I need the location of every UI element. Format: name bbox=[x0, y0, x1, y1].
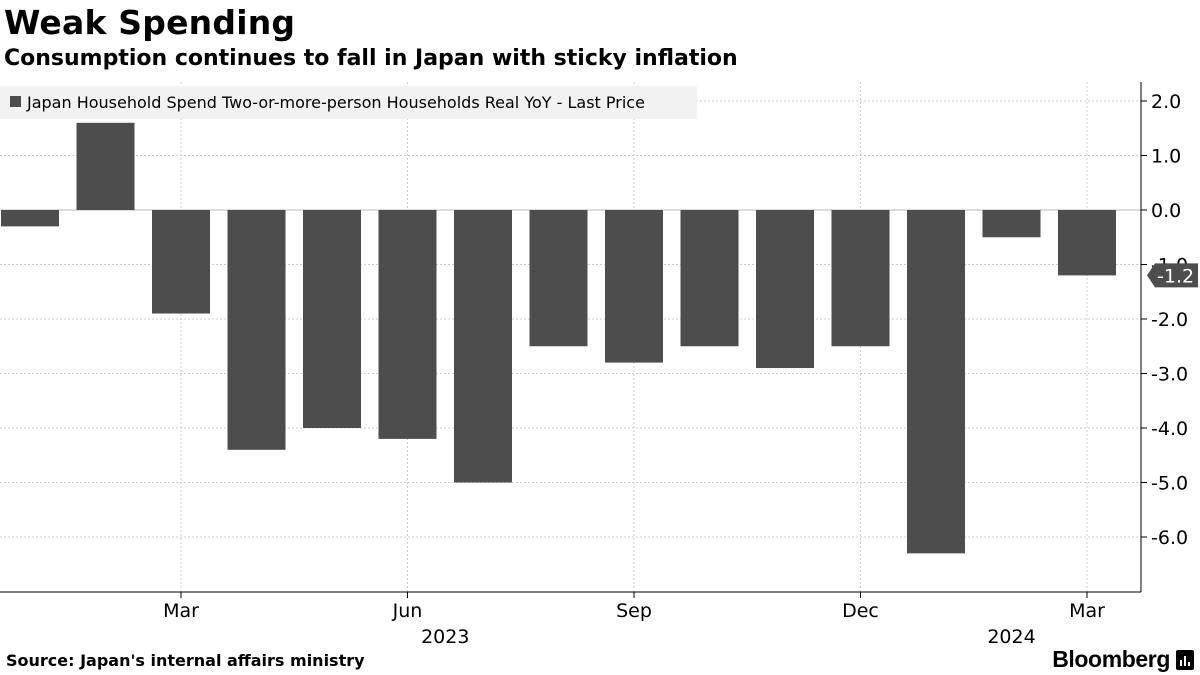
bar-feb-2023 bbox=[76, 122, 135, 210]
bar-oct-2023 bbox=[680, 210, 739, 347]
y-tick-label: -5.0 bbox=[1151, 473, 1188, 495]
chart-subtitle: Consumption continues to fall in Japan w… bbox=[4, 46, 738, 71]
chart-title: Weak Spending bbox=[4, 3, 296, 42]
bar-mar-2023 bbox=[152, 210, 210, 314]
y-tick-label: 2.0 bbox=[1151, 91, 1181, 113]
x-tick-label: Mar bbox=[163, 600, 199, 622]
x-year-label: 2023 bbox=[421, 626, 469, 648]
bar-jan-2024 bbox=[907, 210, 965, 554]
last-value-label: -1.2 bbox=[1157, 265, 1194, 287]
bar-dec-2023 bbox=[831, 210, 890, 347]
y-tick-label: -3.0 bbox=[1151, 364, 1188, 386]
bloomberg-logo: Bloomberg bbox=[1052, 646, 1170, 672]
bar-mar-2024 bbox=[1058, 210, 1116, 276]
x-tick-label: Dec bbox=[842, 600, 879, 622]
bar-apr-2023 bbox=[227, 210, 286, 450]
bar-jul-2023 bbox=[454, 210, 512, 483]
y-tick-label: 0.0 bbox=[1151, 200, 1181, 222]
source-note: Source: Japan's internal affairs ministr… bbox=[6, 651, 365, 670]
x-year-label: 2024 bbox=[987, 626, 1035, 648]
legend-box bbox=[0, 86, 697, 119]
y-tick-label: 1.0 bbox=[1151, 146, 1181, 168]
x-tick-label: Mar bbox=[1069, 600, 1105, 622]
y-tick-label: -2.0 bbox=[1151, 309, 1188, 331]
bar-jun-2023 bbox=[378, 210, 437, 439]
bar-aug-2023 bbox=[529, 210, 588, 347]
bloomberg-terminal-icon bbox=[1176, 650, 1194, 670]
last-value-marker bbox=[1147, 263, 1198, 288]
bar-sep-2023 bbox=[605, 210, 663, 363]
y-tick-label: -6.0 bbox=[1151, 527, 1188, 549]
legend-label: Japan Household Spend Two-or-more-person… bbox=[26, 93, 645, 112]
bar-feb-2024 bbox=[982, 210, 1041, 238]
x-tick-label: Sep bbox=[616, 600, 652, 622]
y-tick-label: -4.0 bbox=[1151, 418, 1188, 440]
x-tick-label: Jun bbox=[392, 600, 423, 622]
bar-nov-2023 bbox=[756, 210, 814, 369]
legend-swatch bbox=[10, 96, 21, 107]
bar-may-2023 bbox=[303, 210, 361, 428]
bar-jan-2023 bbox=[1, 210, 59, 227]
